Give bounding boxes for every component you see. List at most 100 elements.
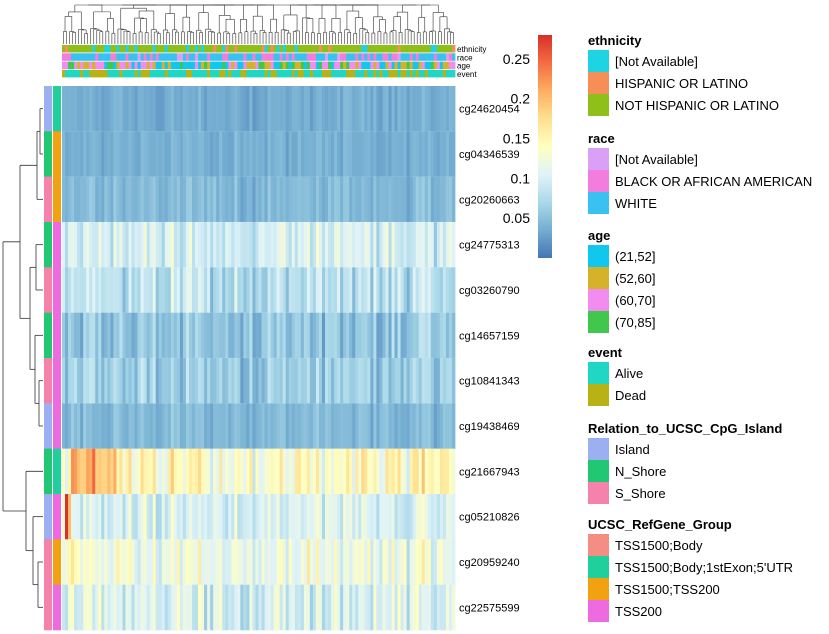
heatmap-cell bbox=[291, 131, 296, 177]
heatmap-cell bbox=[406, 267, 411, 313]
heatmap-cell bbox=[110, 584, 114, 631]
heatmap-cell bbox=[74, 312, 78, 359]
heatmap-cell bbox=[376, 131, 380, 177]
heatmap-cell bbox=[439, 131, 444, 177]
heatmap-cell bbox=[116, 539, 120, 585]
heatmap-cell bbox=[234, 494, 238, 540]
heatmap-cell bbox=[370, 448, 374, 495]
column-annotation-cell-event bbox=[328, 69, 332, 78]
heatmap-cell bbox=[273, 176, 278, 223]
heatmap-cell bbox=[182, 312, 187, 359]
heatmap-cell bbox=[291, 448, 296, 495]
column-annotation-cell-race bbox=[285, 53, 290, 61]
heatmap-cell bbox=[433, 494, 438, 540]
column-annotation-cell-event bbox=[403, 69, 408, 78]
heatmap-cell bbox=[391, 358, 395, 404]
column-annotation-cell-age bbox=[188, 61, 193, 70]
heatmap-cell bbox=[225, 584, 229, 631]
column-annotation-cell-race bbox=[188, 53, 193, 61]
column-annotation-cell-ethnicity bbox=[370, 45, 374, 53]
heatmap-cell bbox=[276, 448, 281, 495]
heatmap-cell bbox=[270, 448, 275, 495]
column-annotation-cell-race bbox=[225, 53, 229, 61]
row-annotation-cpg-island bbox=[44, 267, 52, 313]
heatmap-cell bbox=[355, 403, 359, 449]
heatmap-cell bbox=[328, 176, 332, 223]
column-annotation-cell-event bbox=[451, 69, 456, 78]
column-annotation-cell-event bbox=[427, 69, 432, 78]
heatmap-cell bbox=[315, 312, 320, 359]
heatmap-cell bbox=[318, 176, 323, 223]
heatmap-cell bbox=[240, 222, 244, 268]
heatmap-cell bbox=[122, 176, 126, 223]
column-annotation-cell-age bbox=[134, 61, 138, 70]
column-annotation-cell-race bbox=[252, 53, 256, 61]
heatmap-cell bbox=[297, 358, 302, 404]
heatmap-cell bbox=[119, 358, 123, 404]
heatmap-cell bbox=[403, 448, 408, 495]
heatmap-cell bbox=[65, 222, 69, 268]
column-annotation-cell-age bbox=[164, 61, 169, 70]
heatmap-cell bbox=[234, 312, 238, 359]
heatmap-cell bbox=[249, 312, 253, 359]
heatmap-cell bbox=[361, 494, 365, 540]
heatmap-cell bbox=[439, 584, 444, 631]
column-annotation-cell-race bbox=[309, 53, 314, 61]
heatmap-cell bbox=[294, 358, 299, 404]
heatmap-cell bbox=[328, 222, 332, 268]
heatmap-cell bbox=[318, 448, 323, 495]
heatmap-cell bbox=[288, 131, 293, 177]
column-annotation-cell-ethnicity bbox=[267, 45, 271, 53]
column-annotation-cell-event bbox=[74, 69, 78, 78]
heatmap-cell bbox=[309, 86, 314, 132]
heatmap-cell bbox=[246, 267, 250, 313]
column-annotation-cell-age bbox=[128, 61, 132, 70]
column-annotation-cell-ethnicity bbox=[409, 45, 414, 53]
heatmap-cell bbox=[116, 222, 120, 268]
heatmap-cell bbox=[101, 494, 105, 540]
heatmap-cell bbox=[188, 86, 193, 132]
heatmap-cell bbox=[243, 86, 247, 132]
column-annotation-cell-age bbox=[161, 61, 166, 70]
column-annotation-cell-race bbox=[213, 53, 217, 61]
heatmap-cell bbox=[373, 267, 377, 313]
heatmap-cell bbox=[328, 448, 332, 495]
column-annotation-cell-age bbox=[62, 61, 66, 70]
heatmap-cell bbox=[306, 584, 311, 631]
heatmap-cell bbox=[161, 403, 166, 449]
heatmap-cell bbox=[98, 176, 102, 223]
heatmap-cell bbox=[267, 312, 271, 359]
heatmap-cell bbox=[309, 448, 314, 495]
heatmap-cell bbox=[128, 267, 132, 313]
heatmap-cell bbox=[258, 494, 262, 540]
heatmap-cell bbox=[137, 86, 141, 132]
heatmap-cell bbox=[237, 131, 241, 177]
column-annotation-cell-age bbox=[451, 61, 456, 70]
heatmap-cell bbox=[255, 267, 259, 313]
heatmap-cell bbox=[294, 131, 299, 177]
column-annotation-cell-age bbox=[252, 61, 256, 70]
heatmap-cell bbox=[430, 131, 435, 177]
legend-swatch bbox=[588, 534, 609, 556]
heatmap-cell bbox=[182, 584, 187, 631]
heatmap-cell bbox=[451, 448, 456, 495]
heatmap-cell bbox=[182, 131, 187, 177]
column-annotation-cell-ethnicity bbox=[231, 45, 235, 53]
heatmap-cell bbox=[370, 86, 374, 132]
heatmap-cell bbox=[246, 176, 250, 223]
heatmap-cell bbox=[195, 358, 199, 404]
heatmap-cell bbox=[158, 312, 163, 359]
heatmap-cell bbox=[188, 176, 193, 223]
column-annotation-cell-age bbox=[328, 61, 332, 70]
heatmap-cell bbox=[204, 539, 208, 585]
legend-swatch bbox=[588, 170, 609, 192]
heatmap-cell bbox=[385, 494, 389, 540]
heatmap-cell bbox=[210, 312, 214, 359]
column-annotation-cell-race bbox=[80, 53, 84, 61]
heatmap-cell bbox=[107, 358, 111, 404]
heatmap-cell bbox=[170, 86, 175, 132]
heatmap-cell bbox=[397, 86, 401, 132]
heatmap-cell bbox=[234, 86, 238, 132]
heatmap-cell bbox=[270, 86, 275, 132]
column-annotation-cell-age bbox=[403, 61, 408, 70]
